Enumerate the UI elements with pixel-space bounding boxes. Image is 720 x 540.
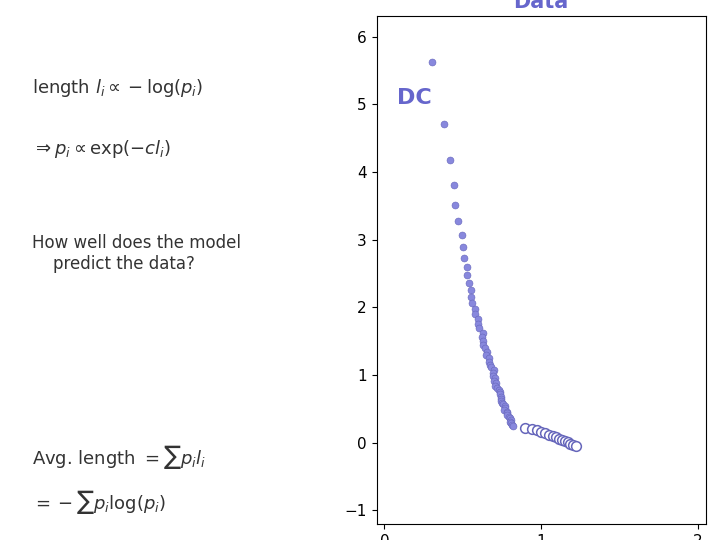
Text: $\Rightarrow p_i \propto \exp(-cl_i)$: $\Rightarrow p_i \propto \exp(-cl_i)$ <box>32 138 171 160</box>
Title: Data: Data <box>513 0 569 12</box>
Text: How well does the model
    predict the data?: How well does the model predict the data… <box>32 234 240 273</box>
Text: DC: DC <box>397 88 432 108</box>
Text: Avg. length $= \sum p_i l_i$: Avg. length $= \sum p_i l_i$ <box>32 443 206 470</box>
Text: $= -\sum p_i \log(p_i)$: $= -\sum p_i \log(p_i)$ <box>32 488 166 516</box>
Text: length $l_i \propto -\log(p_i)$: length $l_i \propto -\log(p_i)$ <box>32 77 203 99</box>
